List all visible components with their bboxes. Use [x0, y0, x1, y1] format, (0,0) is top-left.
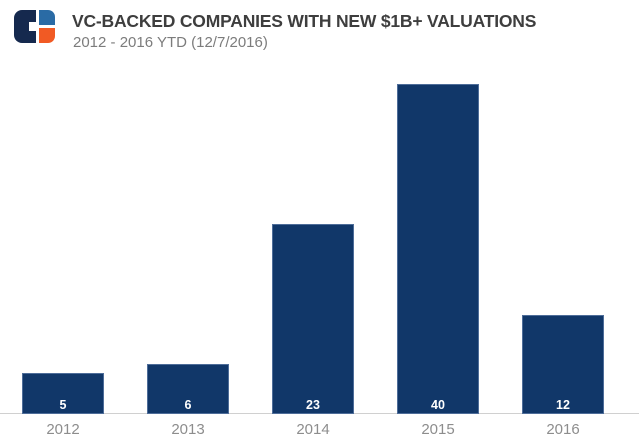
bar-value-label-2013: 6	[184, 398, 192, 412]
x-axis-label-2015: 2015	[421, 421, 455, 438]
cb-insights-logo	[14, 10, 56, 43]
x-axis-label-2012: 2012	[46, 421, 80, 438]
x-axis-label-2013: 2013	[171, 421, 205, 438]
bar-value-label-2012: 5	[59, 398, 67, 412]
bar-2012: 5	[22, 373, 104, 414]
logo-orange-square	[39, 28, 55, 43]
chart-subtitle: 2012 - 2016 YTD (12/7/2016)	[73, 34, 268, 51]
bar-2016: 12	[522, 315, 604, 414]
logo-c-notch	[29, 22, 36, 31]
bar-2014: 23	[272, 224, 354, 414]
logo-c-shape	[14, 10, 36, 43]
chart-title: VC-BACKED COMPANIES WITH NEW $1B+ VALUAT…	[72, 11, 537, 31]
bar-2015: 40	[397, 84, 479, 414]
bar-2013: 6	[147, 364, 229, 414]
bar-value-label-2015: 40	[431, 398, 445, 412]
bar-value-label-2014: 23	[306, 398, 320, 412]
x-axis-label-2016: 2016	[546, 421, 580, 438]
logo-blue-square	[39, 10, 55, 25]
bar-value-label-2016: 12	[556, 398, 570, 412]
x-axis-label-2014: 2014	[296, 421, 330, 438]
